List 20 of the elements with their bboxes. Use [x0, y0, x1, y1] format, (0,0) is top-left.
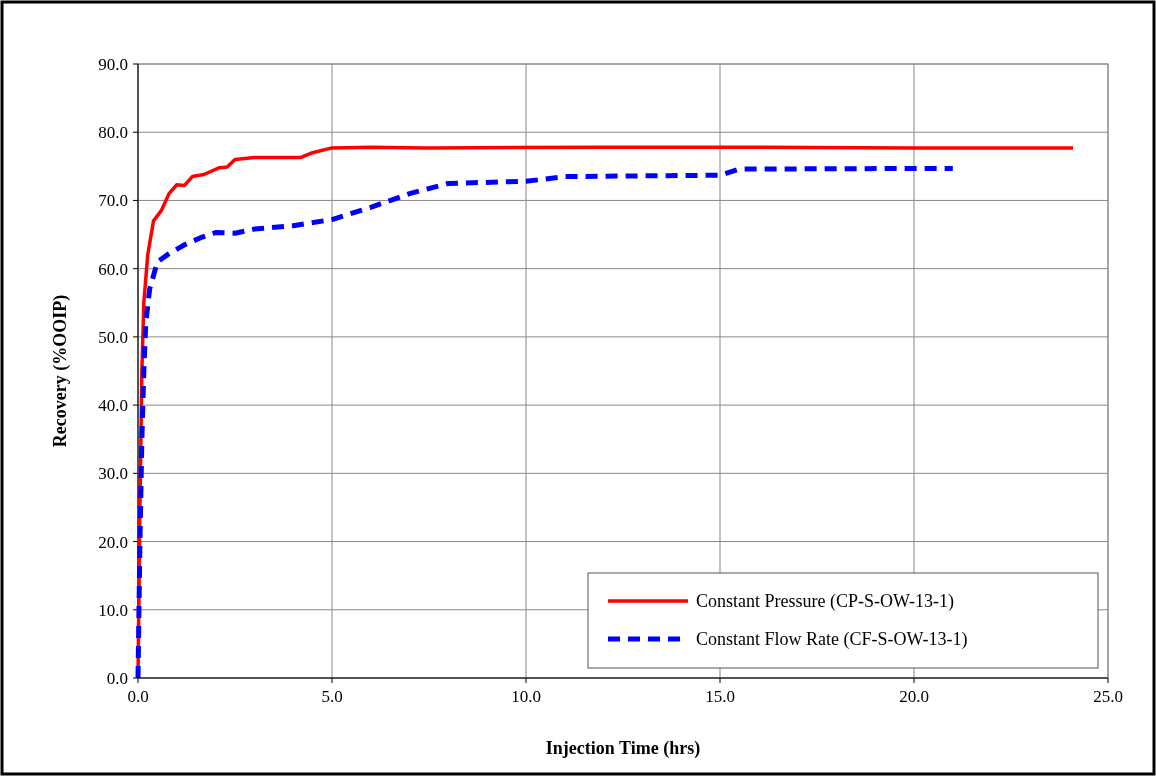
y-tick-label: 30.0: [98, 464, 128, 484]
x-tick-label: 10.0: [511, 687, 541, 706]
legend-label: Constant Pressure (CP-S-OW-13-1): [696, 591, 954, 612]
x-tick-label: 20.0: [899, 687, 929, 706]
x-tick-label: 15.0: [705, 687, 735, 706]
y-tick-label: 0.0: [106, 669, 128, 688]
y-tick-label: 70.0: [98, 191, 128, 211]
y-axis-title: Recovery (%OOIP): [50, 294, 71, 448]
y-tick-label: 40.0: [98, 396, 128, 416]
x-tick-label: 0.0: [127, 687, 149, 706]
y-tick-label: 90.0: [98, 55, 128, 74]
y-tick-label: 50.0: [98, 327, 128, 347]
y-tick-label: 60.0: [98, 259, 128, 279]
x-tick-label: 5.0: [321, 687, 343, 706]
legend-label: Constant Flow Rate (CF-S-OW-13-1): [696, 629, 968, 650]
y-tick-label: 10.0: [98, 600, 128, 620]
x-axis-title: Injection Time (hrs): [545, 738, 701, 759]
y-tick-label: 20.0: [98, 532, 128, 552]
x-tick-label: 25.0: [1093, 687, 1123, 706]
y-tick-label: 80.0: [98, 123, 128, 143]
